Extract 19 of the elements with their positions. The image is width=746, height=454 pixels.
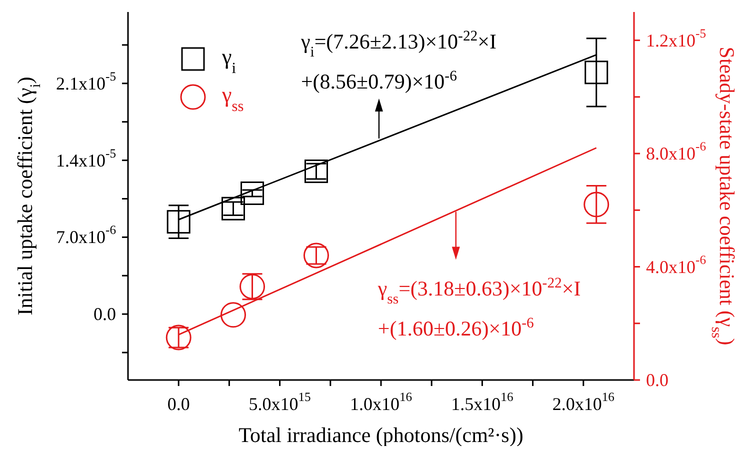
y2-tick-label: 4.0x10$^{-6}$: [646, 252, 706, 277]
x-tick-label: 5.0x10$^{15}$: [248, 390, 311, 414]
annotation: +(8.56±0.79)×10$^{-6}$: [300, 68, 457, 94]
y-tick-label: 7.0x10$^{-6}$: [56, 223, 116, 248]
legend-label: γ$_{ss}$: [221, 82, 244, 114]
annotation: γ$_{i}$=(7.26±2.13)×10$^{-22}$×I: [300, 28, 496, 61]
x-tick-label: 1.0x10$^{16}$: [350, 390, 412, 414]
y-tick-label: 1.4x10$^{-5}$: [56, 146, 116, 170]
x-tick-label: 1.5x10$^{16}$: [451, 390, 514, 414]
x-tick-label: 2.0x10$^{16}$: [552, 390, 614, 414]
annotation: γ$_{ss}$=(3.18±0.63)×10$^{-22}$×I: [376, 276, 581, 308]
y-tick-label: 0.0: [94, 304, 116, 324]
y-tick-label: 2.1x10$^{-5}$: [56, 69, 116, 94]
y2-tick-label: 0.0: [646, 370, 668, 390]
y2-tick-label: 1.2x10$^{-5}$: [646, 26, 706, 50]
annotation: +(1.60±0.26)×10$^{-6}$: [378, 316, 534, 341]
x-tick-label: 0.0: [167, 394, 190, 414]
legend-label: γ$_{i}$: [221, 44, 236, 76]
y2-tick-label: 8.0x10$^{-6}$: [646, 140, 706, 164]
